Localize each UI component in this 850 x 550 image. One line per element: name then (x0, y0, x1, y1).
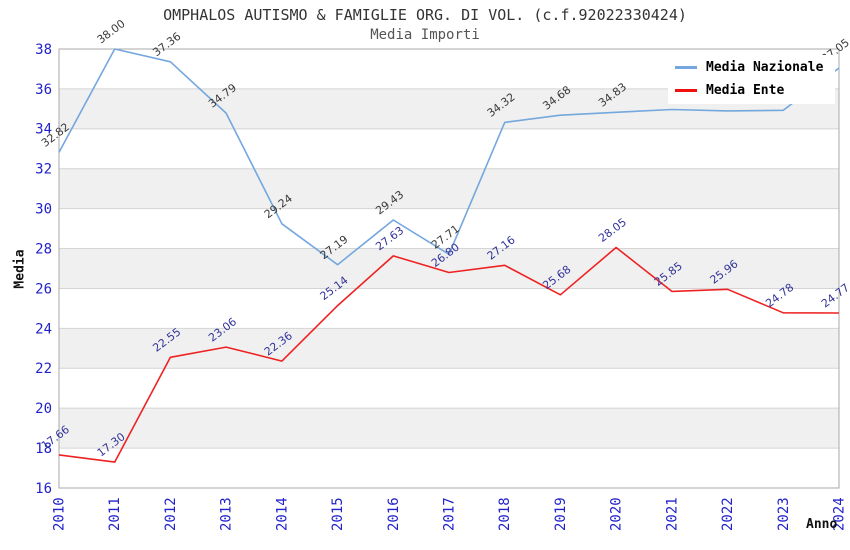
legend-item-media-nazionale: Media Nazionale (675, 60, 823, 75)
x-tick-label: 2014 (274, 497, 290, 531)
x-tick-label: 2011 (107, 497, 123, 531)
series-line-media-ente (58, 246, 840, 463)
x-tick-label: 2016 (386, 497, 402, 531)
legend-line-swatch-red (675, 89, 697, 92)
x-tick-label: 2024 (832, 497, 848, 531)
chart-subtitle: Media Importi (370, 27, 480, 43)
y-tick-label: 24 (35, 321, 52, 337)
legend-label: Media Ente (706, 83, 785, 98)
x-tick-label: 2021 (664, 497, 680, 531)
x-tick-label: 2020 (609, 497, 625, 531)
y-axis-title: Media (12, 249, 28, 289)
y-tick-label: 32 (35, 162, 52, 178)
x-tick-label: 2018 (497, 497, 513, 531)
legend-label: Media Nazionale (706, 60, 824, 75)
x-tick-label: 2017 (442, 497, 458, 531)
plot-border (58, 48, 840, 489)
alt-band (59, 168, 839, 209)
series-line-media-nazionale (58, 48, 840, 266)
y-tick-label: 22 (35, 361, 52, 377)
alt-band (59, 408, 839, 449)
x-tick-label: 2012 (163, 497, 179, 531)
y-tick-label: 18 (35, 441, 52, 457)
y-tick-label: 36 (35, 82, 52, 98)
x-tick-label: 2019 (553, 497, 569, 531)
x-tick-label: 2015 (330, 497, 346, 531)
y-tick-label: 30 (35, 202, 52, 218)
chart-title: OMPHALOS AUTISMO & FAMIGLIE ORG. DI VOL.… (163, 6, 687, 24)
y-tick-label: 34 (35, 122, 52, 138)
x-tick-label: 2022 (720, 497, 736, 531)
legend-item-media-ente: Media Ente (675, 83, 823, 98)
x-tick-label: 2010 (52, 497, 68, 531)
y-tick-label: 26 (35, 281, 52, 297)
legend: Media Nazionale Media Ente (668, 55, 836, 104)
y-tick-label: 20 (35, 401, 52, 417)
x-axis-title: Anno (806, 517, 838, 532)
legend-line-swatch-blue (675, 66, 697, 69)
alt-band (59, 248, 839, 289)
y-tick-label: 38 (35, 42, 52, 58)
y-tick-label: 28 (35, 241, 52, 257)
y-tick-label: 16 (35, 481, 52, 497)
x-tick-label: 2023 (776, 497, 792, 531)
x-tick-label: 2013 (219, 497, 235, 531)
alt-band (59, 328, 839, 369)
